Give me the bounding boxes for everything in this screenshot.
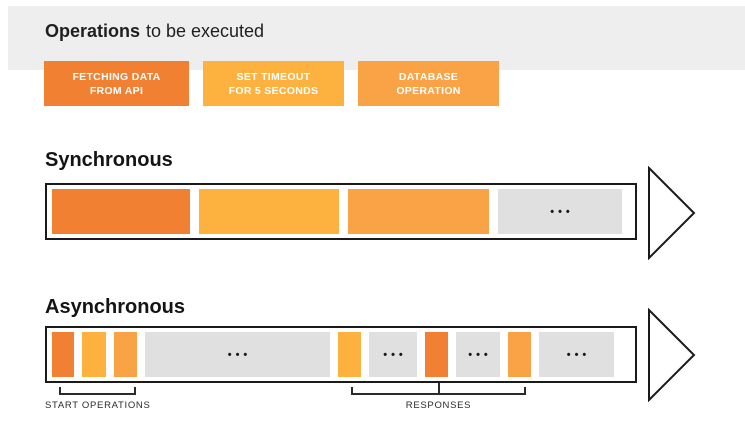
- page-title: Operations to be executed: [45, 21, 264, 42]
- asynchronous-heading: Asynchronous: [45, 296, 186, 318]
- operation-card-line: FROM API: [89, 84, 144, 97]
- responses-bracket-mid-tick: [437, 383, 440, 393]
- database-operation-segment: [348, 189, 489, 234]
- header-band: [8, 6, 745, 70]
- start-operations-label: START OPERATIONS: [45, 400, 151, 411]
- synchronous-timeline: •••: [45, 183, 637, 240]
- database-operation-segment: [508, 332, 531, 377]
- idle-segment: •••: [456, 332, 500, 377]
- operations-legend: FETCHING DATA FROM API SET TIMEOUT FOR 5…: [44, 61, 499, 106]
- timeout-operation-segment: [338, 332, 361, 377]
- operation-card-line: FOR 5 SECONDS: [228, 84, 319, 97]
- timeout-operation-segment: [199, 189, 339, 234]
- responses-bracket: [351, 383, 526, 395]
- synchronous-heading: Synchronous: [45, 149, 173, 171]
- operation-card-fetching-data: FETCHING DATA FROM API: [44, 61, 189, 106]
- timeline-arrow-icon: [648, 308, 696, 402]
- fetch-operation-segment: [52, 189, 190, 234]
- operation-card-set-timeout: SET TIMEOUT FOR 5 SECONDS: [203, 61, 344, 106]
- operation-card-line: DATABASE: [398, 70, 459, 83]
- responses-label: RESPONSES: [405, 400, 472, 411]
- operation-card-database: DATABASE OPERATION: [358, 61, 499, 106]
- operation-card-line: FETCHING DATA: [72, 70, 161, 83]
- fetch-operation-segment: [425, 332, 448, 377]
- idle-segment: •••: [145, 332, 330, 377]
- idle-segment: •••: [539, 332, 614, 377]
- operation-card-line: OPERATION: [396, 84, 461, 97]
- idle-segment: •••: [498, 189, 622, 234]
- idle-segment: •••: [369, 332, 417, 377]
- timeout-operation-segment: [82, 332, 106, 377]
- asynchronous-timeline: ••• ••• ••• •••: [45, 326, 637, 383]
- database-operation-segment: [114, 332, 137, 377]
- start-operations-bracket: [59, 387, 136, 395]
- page-title-emphasis: Operations: [45, 21, 141, 41]
- operation-card-line: SET TIMEOUT: [236, 70, 311, 83]
- fetch-operation-segment: [52, 332, 74, 377]
- page-title-rest: to be executed: [145, 21, 265, 41]
- timeline-arrow-icon: [648, 166, 696, 260]
